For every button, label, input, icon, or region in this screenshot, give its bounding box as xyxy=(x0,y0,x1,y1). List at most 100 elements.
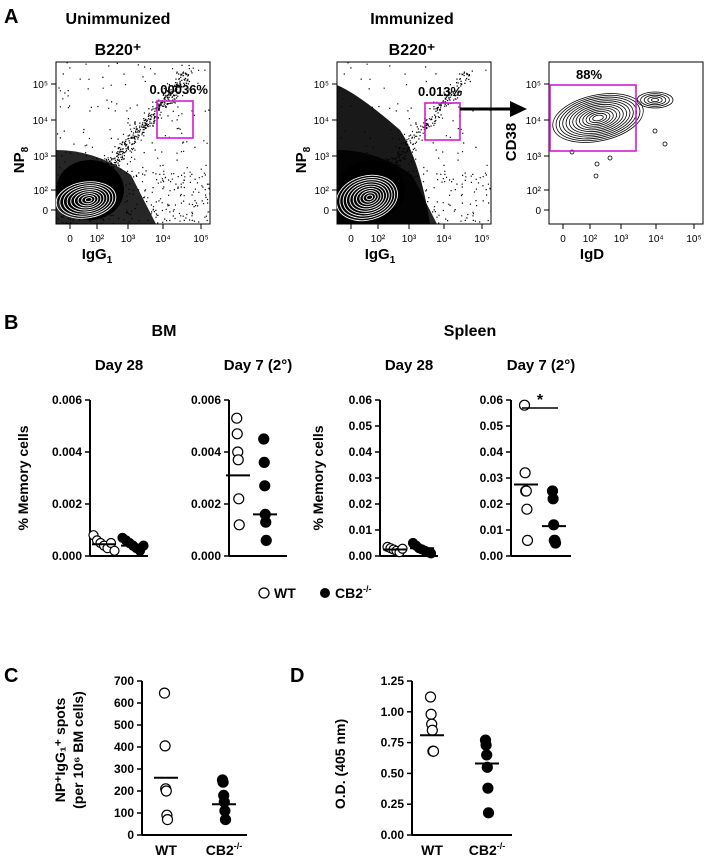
contour-line xyxy=(588,112,608,124)
panel-c-letter: C xyxy=(4,665,18,687)
contour-line xyxy=(565,100,631,136)
panel-a2-heading: Immunized xyxy=(370,11,454,28)
chart-bm-day7: Day 7 (2°) 0.000 0.002 0.004 0.006 xyxy=(191,357,292,563)
y-tick-label: 0.004 xyxy=(191,445,221,459)
y-tick-label: 0.006 xyxy=(191,393,221,407)
contour-line xyxy=(359,190,379,205)
significance-mark: * xyxy=(537,392,544,409)
wt-point xyxy=(427,745,440,757)
y-tick-label: 0.25 xyxy=(381,797,405,811)
legend-marker-filled-circle xyxy=(320,588,330,598)
legend: WT CB2-/- xyxy=(258,584,372,601)
outlier-event xyxy=(652,128,658,134)
contour-line xyxy=(352,185,385,210)
panel-b-letter: B xyxy=(4,312,18,334)
y-tick-label: 1.25 xyxy=(381,674,405,688)
y-tick-label: 0.000 xyxy=(52,549,82,563)
wt-point xyxy=(231,412,243,424)
y-tick-label: 100 xyxy=(114,806,134,820)
contour-line xyxy=(582,109,614,127)
contour-line xyxy=(578,107,618,129)
x-tick-label: 10⁴ xyxy=(436,234,451,245)
x-category-label: WT xyxy=(155,842,177,858)
chart-elispot: 0 100 200 300 400 500 600 700 WT CB2-/- xyxy=(114,674,247,858)
x-tick-label: 10² xyxy=(371,234,386,245)
gate-percent: 88% xyxy=(576,67,602,82)
contour-line xyxy=(59,183,114,217)
x-axis-label: IgG1 xyxy=(365,246,396,266)
wt-point xyxy=(161,813,174,826)
legend-label-wt: WT xyxy=(274,585,296,601)
contour-line xyxy=(555,94,641,142)
y-tick-label: 0.75 xyxy=(381,736,405,750)
contour-line xyxy=(56,181,117,219)
y-axis-label: CD38 xyxy=(503,123,520,161)
cb2-point xyxy=(481,749,493,761)
y-axis-label: % Memory cells xyxy=(310,425,326,530)
y-tick-label: 0.002 xyxy=(52,497,82,511)
chart-title: Day 7 (2°) xyxy=(507,357,576,374)
gate-percent: 0.013% xyxy=(418,84,463,99)
contour-line xyxy=(575,105,621,131)
y-tick-label: 500 xyxy=(114,718,134,732)
wt-point xyxy=(424,691,437,703)
y-tick-label: 0 xyxy=(42,206,48,217)
chart-bm-day28: Day 28 0.000 0.002 0.004 0.006 % Memory cells xyxy=(15,357,149,563)
x-tick-label: 10⁵ xyxy=(686,234,701,245)
y-tick-label: 0.03 xyxy=(480,471,504,485)
contour-line xyxy=(346,181,390,215)
y-tick-label: 0.01 xyxy=(349,523,373,537)
group-title-bm: BM xyxy=(152,323,177,340)
outlier-event xyxy=(607,155,613,161)
y-tick-label: 10³ xyxy=(34,152,49,163)
panel-d-letter: D xyxy=(290,665,304,687)
y-tick-label: 0.06 xyxy=(480,393,504,407)
panel-c-ylabel-line2: (per 10⁶ BM cells) xyxy=(70,691,86,809)
cb2-point xyxy=(260,516,272,528)
wt-point xyxy=(521,503,533,515)
panel-c-ylabel-line1: NP⁺IgG₁⁺ spots xyxy=(52,697,68,802)
cb2-point xyxy=(258,433,270,445)
cb2-point xyxy=(547,493,559,505)
outlier-event xyxy=(594,161,600,167)
panel-a1-heading: Unimmunized xyxy=(66,11,171,28)
legend-label-cb2: CB2-/- xyxy=(335,584,372,601)
y-tick-label: 10⁴ xyxy=(314,116,329,127)
y-tick-label: 10⁵ xyxy=(314,80,329,91)
flow-plot-frame xyxy=(548,61,704,225)
flow-ticks: 0 10² 10³ 10⁴ 10⁵ 0 10² 10³ 10⁴ 10⁵ xyxy=(33,80,209,245)
contour-line xyxy=(592,114,604,122)
flow-contours xyxy=(56,181,117,219)
x-category-label: CB2-/- xyxy=(206,841,243,858)
y-tick-label: 600 xyxy=(114,696,134,710)
contour-line xyxy=(643,94,667,106)
y-tick-label: 0 xyxy=(535,206,541,217)
x-tick-label: 10² xyxy=(90,234,105,245)
flow-contours xyxy=(552,91,674,179)
gating-arrow xyxy=(460,101,527,117)
wt-point xyxy=(426,724,438,736)
contour-line xyxy=(342,179,393,217)
y-tick-label: 0.04 xyxy=(349,445,373,459)
x-tick-label: 10³ xyxy=(614,234,629,245)
y-tick-label: 10² xyxy=(527,186,542,197)
y-tick-label: 0.05 xyxy=(349,419,373,433)
contour-line xyxy=(63,185,111,215)
wt-point xyxy=(158,687,171,699)
flow-plot-immunized: 0.013% 0 10² 10³ 10⁴ 10⁵ 0 10² 10³ 10⁴ 10⁵ NP8 Ig… xyxy=(293,61,492,266)
cb2-point xyxy=(258,456,270,468)
y-tick-label: 0.004 xyxy=(52,445,82,459)
wt-point xyxy=(160,785,172,797)
flow-ticks: 0 10² 10³ 10⁴ 10⁵ 0 10² 10³ 10⁴ 10⁵ xyxy=(314,80,490,245)
x-tick-label: 10³ xyxy=(402,234,417,245)
x-category-label: CB2-/- xyxy=(469,841,506,858)
wt-point xyxy=(425,708,437,720)
x-tick-label: 0 xyxy=(560,234,566,245)
contour-line xyxy=(73,191,102,209)
x-tick-label: 10⁵ xyxy=(193,234,208,245)
contour-line xyxy=(651,98,660,103)
chart-title: Day 28 xyxy=(95,357,143,374)
contour-line xyxy=(568,102,628,134)
cb2-point xyxy=(482,782,494,794)
